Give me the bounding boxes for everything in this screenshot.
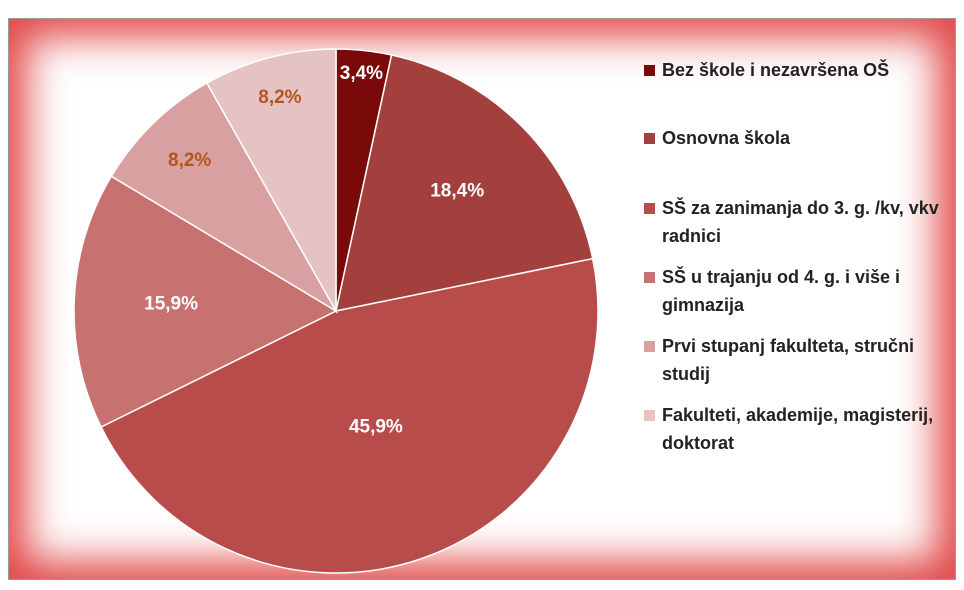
legend-item: SŠ za zanimanja do 3. g. /kv, vkv radnic… xyxy=(640,194,940,250)
legend-label: SŠ u trajanju od 4. g. i više i gimnazij… xyxy=(662,267,901,315)
legend-label: Prvi stupanj fakulteta, stručni studij xyxy=(662,336,915,384)
legend-swatch xyxy=(644,410,655,421)
legend-item: Prvi stupanj fakulteta, stručni studij xyxy=(640,332,940,388)
legend-swatch xyxy=(644,133,655,144)
data-label: 15,9% xyxy=(144,293,198,314)
data-label: 18,4% xyxy=(430,180,484,201)
legend-label: Bez škole i nezavršena OŠ xyxy=(662,60,890,80)
legend-swatch xyxy=(644,341,655,352)
legend-label: Osnovna škola xyxy=(662,128,791,148)
legend-item: SŠ u trajanju od 4. g. i više i gimnazij… xyxy=(640,263,940,319)
data-label: 45,9% xyxy=(349,417,403,438)
pie-slice xyxy=(205,48,337,314)
legend-label: Fakulteti, akademije, magisterij, doktor… xyxy=(662,405,934,453)
legend-label: SŠ za zanimanja do 3. g. /kv, vkv radnic… xyxy=(662,198,939,246)
pie-slice xyxy=(100,257,599,574)
legend-swatch xyxy=(644,65,655,76)
pie-slice xyxy=(73,175,338,429)
data-label: 8,2% xyxy=(258,87,301,108)
legend-swatch xyxy=(644,203,655,214)
pie-slice xyxy=(110,81,339,314)
legend-item: Bez škole i nezavršena OŠ xyxy=(640,56,940,84)
legend-swatch xyxy=(644,272,655,283)
pie-slice xyxy=(335,54,594,312)
legend-item: Fakulteti, akademije, magisterij, doktor… xyxy=(640,401,940,457)
data-label: 3,4% xyxy=(340,63,383,84)
data-label: 8,2% xyxy=(168,150,211,171)
legend-item: Osnovna škola xyxy=(640,124,940,152)
